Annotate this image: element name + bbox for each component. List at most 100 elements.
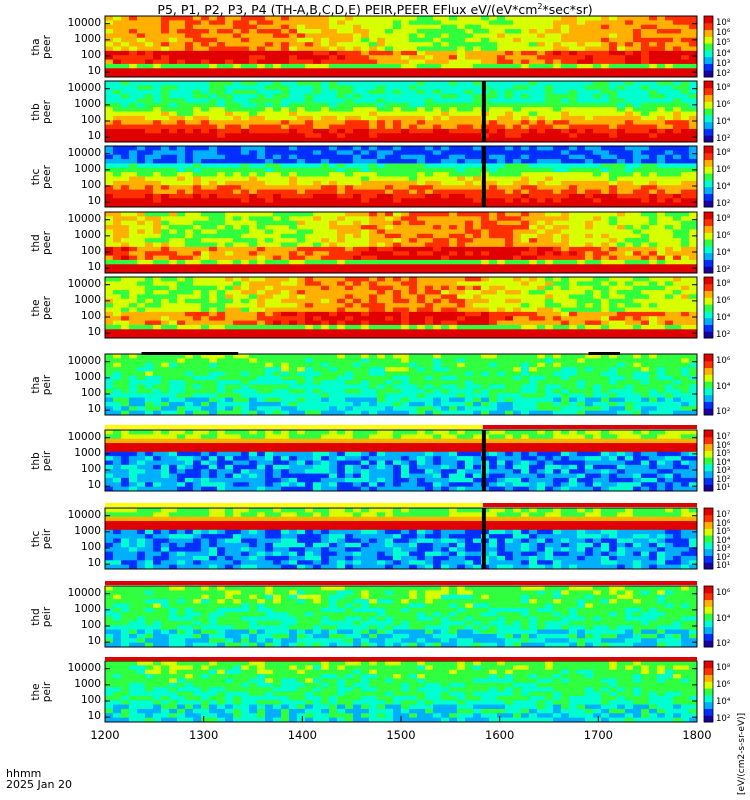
colorbar-segment — [704, 401, 713, 409]
flag-bar-yellow — [105, 349, 697, 353]
panel-frame-tha-peer — [104, 15, 698, 78]
colorbar-segment — [704, 548, 713, 556]
colorbar-tick-label: 10⁶ — [716, 231, 731, 241]
colorbar-tick-label: 10⁸ — [716, 214, 731, 224]
y-tick-label: 10 — [87, 557, 101, 570]
colorbar-tick-label: 10⁴ — [716, 535, 731, 546]
colorbar-frame — [703, 15, 714, 78]
colorbar-tick-label: 10⁶ — [716, 165, 731, 175]
panel-thd-peir — [105, 586, 698, 648]
colorbar-segment — [704, 674, 713, 682]
y-tick-label: 100 — [80, 48, 101, 61]
colorbar-segment — [704, 36, 713, 44]
colorbar-segment — [704, 114, 713, 123]
colorbar-frame — [703, 145, 714, 208]
colorbar-tick-label: 10⁴ — [716, 697, 731, 707]
colorbar-segment — [704, 387, 713, 396]
colorbar-tick-label: 10² — [716, 69, 731, 79]
colorbar-segment — [704, 484, 713, 492]
colorbar-tick-label: 10⁵ — [716, 449, 731, 459]
panel-label-the-peer: the peer — [30, 295, 53, 320]
colorbar-segment — [704, 360, 713, 369]
panel-frame-thd-peer — [104, 211, 698, 274]
colorbar-segment — [704, 218, 713, 227]
x-tick-label: 1700 — [583, 728, 613, 742]
colorbar-tick-label: 10⁸ — [716, 18, 731, 28]
colorbar-segment — [704, 436, 713, 445]
colorbar-segment — [704, 592, 713, 601]
colorbar-segment — [704, 528, 713, 536]
mode-bar — [588, 352, 621, 355]
colorbar-frame — [703, 429, 714, 492]
y-tick-label: 10000 — [67, 277, 101, 290]
colorbar-tick-label: 10⁶ — [716, 28, 731, 39]
colorbar-segment — [704, 521, 713, 529]
colorbar-tick-label: 10³ — [716, 466, 731, 476]
colorbar-segment — [704, 457, 713, 465]
y-tick-label: 1000 — [74, 677, 101, 690]
colorbar-segment — [704, 128, 713, 136]
colorbar-tick-label: 10² — [716, 474, 731, 485]
y-tick-label: 10 — [87, 326, 101, 339]
colorbar-segment — [704, 81, 713, 89]
colorbar-segment — [704, 470, 713, 478]
colorbar-segment — [704, 283, 713, 292]
colorbar-frame — [703, 353, 714, 416]
colorbar-segment — [704, 477, 713, 485]
y-tick-label: 1000 — [74, 228, 101, 241]
colorbar-segment — [704, 661, 713, 669]
y-tick-label: 100 — [80, 618, 101, 631]
colorbar-segment — [704, 173, 713, 181]
data-gap-thb-peer — [481, 81, 486, 142]
x-tick-label: 1300 — [189, 728, 219, 742]
y-tick-label: 10 — [87, 479, 101, 492]
colorbar-segment — [704, 535, 713, 543]
y-tick-label: 1000 — [74, 370, 101, 383]
colorbar-segment — [704, 179, 713, 188]
colorbar-segment — [704, 450, 713, 458]
colorbar-segment — [704, 22, 713, 31]
colorbar-segment — [704, 193, 713, 201]
colorbar-tick-label: 10³ — [716, 58, 731, 69]
colorbar-segment — [704, 694, 713, 703]
colorbar-tick-label: 10² — [716, 407, 731, 417]
colorbar-segment — [704, 290, 713, 298]
colorbar-segment — [704, 49, 713, 58]
colorbar-segment — [704, 70, 713, 78]
colorbar-tick-label: 10² — [716, 330, 731, 340]
colorbar-segment — [704, 555, 713, 563]
colorbar-tick-label: 10⁴ — [716, 613, 731, 624]
panel-tha-peer — [105, 16, 698, 78]
colorbar-segment — [704, 108, 713, 116]
colorbar-segment — [704, 101, 713, 109]
y-tick-label: 100 — [80, 244, 101, 257]
colorbar-tick-label: 10² — [716, 265, 731, 275]
colorbar-tick-label: 10² — [716, 134, 731, 144]
colorbar-segment — [704, 619, 713, 628]
colorbar-unit-label: [eV/(cm2-s-sr-eV)] — [737, 712, 747, 795]
colorbar-segment — [704, 232, 713, 240]
colorbar-tick-label: 10⁶ — [716, 356, 731, 366]
panel-label-tha-peir: tha peir — [30, 374, 53, 395]
colorbar-segment — [704, 324, 713, 332]
flag-bar-red — [105, 657, 697, 661]
y-tick-label: 100 — [80, 693, 101, 706]
y-tick-label: 1000 — [74, 446, 101, 459]
data-gap-thb-peir — [481, 430, 486, 491]
panel-frame-tha-peir — [104, 353, 698, 416]
colorbar-tick-label: 10⁷ — [716, 510, 731, 520]
x-tick-label: 1600 — [485, 728, 515, 742]
colorbar-segment — [704, 166, 713, 174]
colorbar-segment — [704, 586, 713, 594]
colorbar-segment — [704, 408, 713, 416]
x-tick-label: 1400 — [287, 728, 317, 742]
data-gap-thc-peer — [481, 146, 486, 207]
panel-label-thc-peer: thc peer — [30, 164, 53, 189]
colorbar-tick-label: 10² — [716, 552, 731, 563]
colorbar-segment — [704, 259, 713, 267]
y-tick-label: 1000 — [74, 524, 101, 537]
panel-thc-peir — [105, 508, 698, 570]
x-tick-label: 1800 — [682, 728, 712, 742]
colorbar-tick-label: 10⁶ — [716, 518, 731, 529]
y-tick-label: 1000 — [74, 162, 101, 175]
